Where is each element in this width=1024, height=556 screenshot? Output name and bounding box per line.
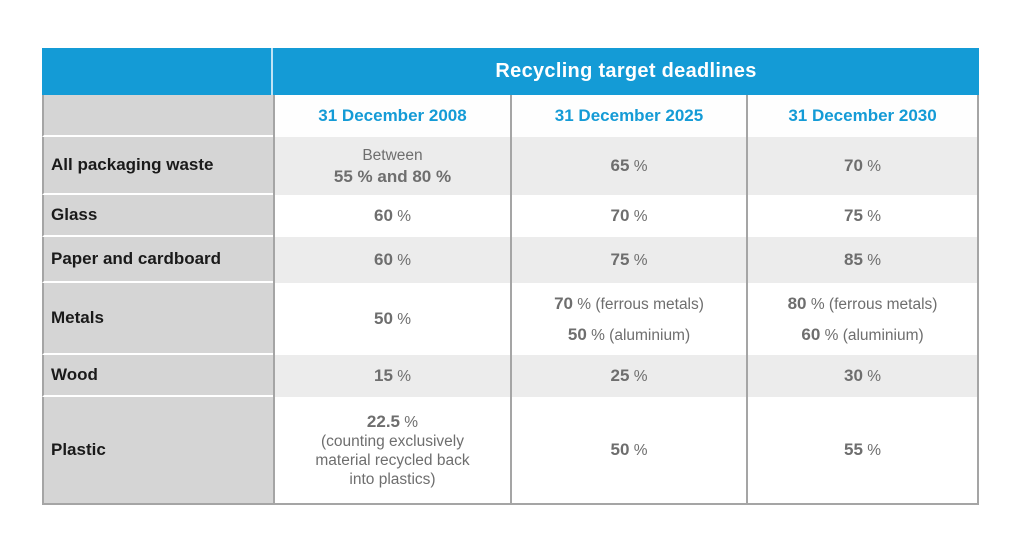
- cell-line: 50 % (aluminium): [567, 324, 691, 344]
- cell-line: 15 %: [373, 366, 411, 385]
- recycling-targets-table: Recycling target deadlines 31 December 2…: [42, 48, 980, 505]
- row-label-all-packaging-waste: All packaging waste: [42, 137, 273, 195]
- cell-line: 70 %: [844, 156, 882, 175]
- row-label-plastic: Plastic: [42, 397, 273, 505]
- cell-line: 60 %: [373, 206, 411, 225]
- table-corner-cell: [42, 48, 273, 95]
- cell-wood-2025: 25 %: [510, 355, 746, 397]
- row-label-wood: Wood: [42, 355, 273, 397]
- cell-plastic-2025: 50 %: [510, 397, 746, 505]
- cell-line: 25 %: [610, 366, 648, 385]
- cell-all-packaging-waste-2025: 65 %: [510, 137, 746, 195]
- cell-paper-2025: 75 %: [510, 237, 746, 283]
- cell-line: 50 %: [610, 440, 648, 459]
- cell-plastic-2008: 22.5 % (counting exclusively material recy…: [273, 397, 510, 505]
- cell-line: 55 %: [844, 440, 882, 459]
- cell-line: 75 %: [844, 206, 882, 225]
- table-row: Plastic 22.5 % (counting exclusively mater…: [42, 397, 980, 505]
- cell-wood-2030: 30 %: [746, 355, 980, 397]
- column-header-2030: 31 December 2030: [746, 95, 980, 137]
- cell-line: 22.5 %: [366, 411, 419, 431]
- cell-glass-2008: 60 %: [273, 195, 510, 237]
- cell-line: into plastics): [349, 470, 436, 488]
- subheader-empty-cell: [42, 95, 273, 137]
- cell-metals-2025: 70 % (ferrous metals) 50 % (aluminium): [510, 283, 746, 355]
- row-label-metals: Metals: [42, 283, 273, 355]
- cell-glass-2030: 75 %: [746, 195, 980, 237]
- table-row: Glass 60 % 70 % 75 %: [42, 195, 980, 237]
- cell-line: 30 %: [844, 366, 882, 385]
- cell-all-packaging-waste-2030: 70 %: [746, 137, 980, 195]
- cell-plastic-2030: 55 %: [746, 397, 980, 505]
- cell-line: Between: [362, 146, 423, 164]
- cell-line: 70 % (ferrous metals): [554, 293, 704, 313]
- cell-line: 60 %: [373, 250, 411, 269]
- table-row: All packaging waste Between 55 % and 80 %…: [42, 137, 980, 195]
- cell-metals-2008: 50 %: [273, 283, 510, 355]
- table-row: Paper and cardboard 60 % 75 % 85 %: [42, 237, 980, 283]
- cell-line: (counting exclusively: [320, 432, 464, 450]
- cell-line: 80 % (ferrous metals): [787, 293, 938, 313]
- cell-line: 75 %: [610, 250, 648, 269]
- row-label-paper-and-cardboard: Paper and cardboard: [42, 237, 273, 283]
- table-header-row: Recycling target deadlines: [42, 48, 980, 95]
- cell-paper-2030: 85 %: [746, 237, 980, 283]
- cell-glass-2025: 70 %: [510, 195, 746, 237]
- table-subheader-row: 31 December 2008 31 December 2025 31 Dec…: [42, 95, 980, 137]
- table-row: Wood 15 % 25 % 30 %: [42, 355, 980, 397]
- cell-line: 55 % and 80 %: [333, 166, 452, 186]
- row-label-glass: Glass: [42, 195, 273, 237]
- cell-wood-2008: 15 %: [273, 355, 510, 397]
- cell-all-packaging-waste-2008: Between 55 % and 80 %: [273, 137, 510, 195]
- cell-line: 65 %: [610, 156, 648, 175]
- cell-paper-2008: 60 %: [273, 237, 510, 283]
- column-header-2008: 31 December 2008: [273, 95, 510, 137]
- cell-metals-2030: 80 % (ferrous metals) 60 % (aluminium): [746, 283, 980, 355]
- cell-line: material recycled back: [315, 451, 470, 469]
- cell-line: 70 %: [610, 206, 648, 225]
- table-row: Metals 50 % 70 % (ferrous metals) 50 % (a…: [42, 283, 980, 355]
- cell-line: 60 % (aluminium): [801, 324, 924, 344]
- table-title: Recycling target deadlines: [273, 48, 980, 95]
- cell-line: 50 %: [373, 309, 411, 328]
- column-header-2025: 31 December 2025: [510, 95, 746, 137]
- cell-line: 85 %: [844, 250, 882, 269]
